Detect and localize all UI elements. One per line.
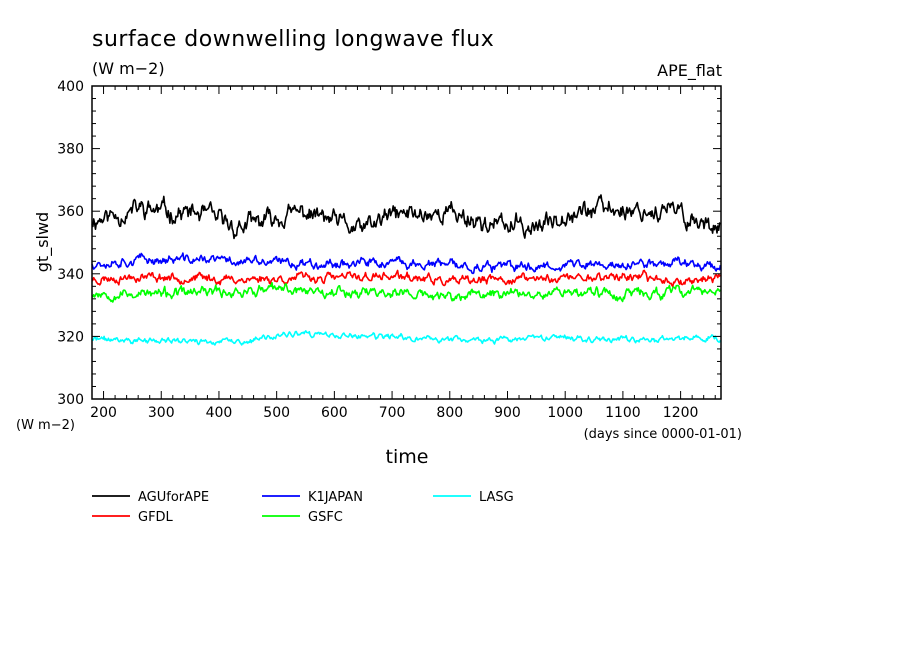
y-tick-label: 320	[57, 329, 84, 345]
series-line-aguforape	[91, 194, 721, 240]
series-line-gsfc	[91, 281, 722, 303]
series-line-k1japan	[91, 252, 722, 275]
x-tick-label: 400	[206, 405, 233, 421]
chart-title: surface downwelling longwave flux	[92, 27, 494, 52]
x-tick-label: 900	[494, 405, 521, 421]
x-tick-label: 600	[321, 405, 348, 421]
legend-label: K1JAPAN	[308, 490, 363, 505]
x-tick-label: 200	[90, 405, 117, 421]
tick-layer: 200 300 400 500 600 700 800 900 1000 1100 1200 300 3…	[57, 79, 721, 421]
experiment-label: APE_flat	[657, 61, 722, 81]
x-tick-label: 1200	[663, 405, 699, 421]
series-line-lasg	[91, 330, 722, 346]
x-axis-units: (days since 0000-01-01)	[584, 427, 742, 442]
y-tick-label: 360	[57, 204, 84, 220]
legend-label: AGUforAPE	[138, 490, 209, 505]
legend: AGUforAPE GFDL K1JAPAN GSFC LASG	[92, 490, 514, 525]
x-tick-label: 1000	[547, 405, 583, 421]
y-axis-units: (W m−2)	[16, 418, 75, 433]
y-tick-label: 400	[57, 79, 84, 95]
legend-label: GFDL	[138, 510, 174, 525]
plot-frame	[91, 85, 722, 400]
y-tick-label: 380	[57, 142, 84, 158]
x-tick-label: 1100	[605, 405, 641, 421]
x-tick-label: 500	[263, 405, 290, 421]
series-layer	[91, 194, 722, 346]
y-tick-label: 340	[57, 267, 84, 283]
x-tick-label: 300	[148, 405, 175, 421]
x-axis-label: time	[386, 446, 429, 468]
y-tick-label: 300	[57, 392, 84, 408]
legend-label: LASG	[479, 490, 514, 505]
x-tick-label: 800	[436, 405, 463, 421]
legend-label: GSFC	[308, 510, 343, 525]
x-tick-label: 700	[379, 405, 406, 421]
series-line-gfdl	[91, 269, 722, 288]
y-axis-label: gt_slwd	[33, 212, 53, 272]
chart-subtitle: (W m−2)	[92, 59, 165, 78]
